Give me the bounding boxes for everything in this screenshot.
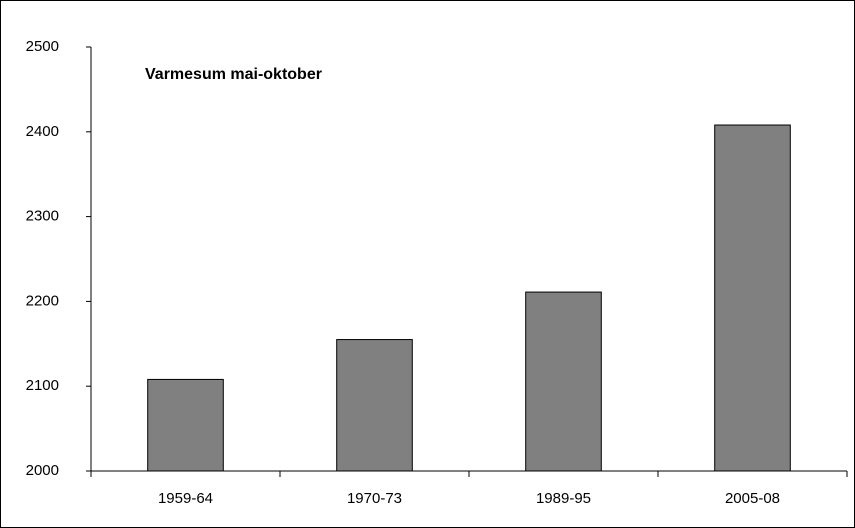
x-tick-label: 1959-64 bbox=[158, 490, 213, 507]
bar bbox=[147, 378, 224, 472]
bar bbox=[714, 124, 791, 472]
y-tick-label: 2200 bbox=[26, 292, 59, 309]
y-tick-label: 2100 bbox=[26, 377, 59, 394]
x-tick-label: 1970-73 bbox=[347, 490, 402, 507]
x-tick-label: 1989-95 bbox=[536, 490, 591, 507]
y-tick-label: 2500 bbox=[26, 38, 59, 55]
bar bbox=[336, 339, 413, 472]
y-tick-label: 2300 bbox=[26, 208, 59, 225]
chart-title: Varmesum mai-oktober bbox=[145, 66, 322, 83]
y-tick-label: 2400 bbox=[26, 123, 59, 140]
bar bbox=[525, 291, 602, 472]
y-tick-label: 2000 bbox=[26, 462, 59, 479]
x-tick-label: 2005-08 bbox=[725, 490, 780, 507]
